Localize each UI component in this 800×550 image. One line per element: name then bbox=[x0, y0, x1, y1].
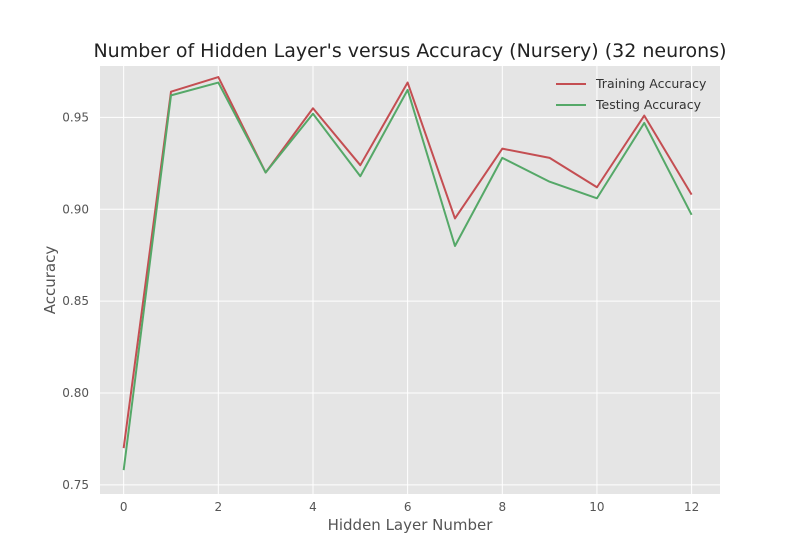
y-axis-label: Accuracy bbox=[41, 246, 59, 315]
plot-area bbox=[100, 66, 720, 494]
series-line-testing bbox=[122, 81, 693, 471]
y-tick-label: 0.90 bbox=[62, 202, 89, 216]
y-tick-label: 0.80 bbox=[62, 386, 89, 400]
y-tick-label: 0.75 bbox=[62, 478, 89, 492]
x-tick-label: 10 bbox=[589, 500, 604, 514]
y-tick-label: 0.85 bbox=[62, 294, 89, 308]
legend: Training Accuracy Testing Accuracy bbox=[556, 76, 707, 112]
chart-title: Number of Hidden Layer's versus Accuracy… bbox=[93, 40, 726, 62]
y-axis-ticks: 0.75 0.80 0.85 0.90 0.95 bbox=[62, 110, 89, 491]
series-lines bbox=[122, 76, 693, 471]
legend-entry: Testing Accuracy bbox=[595, 97, 702, 112]
x-tick-label: 2 bbox=[215, 500, 223, 514]
x-tick-label: 6 bbox=[404, 500, 412, 514]
x-tick-label: 8 bbox=[498, 500, 506, 514]
y-tick-label: 0.95 bbox=[62, 110, 89, 124]
x-axis-label: Hidden Layer Number bbox=[328, 516, 494, 534]
x-tick-label: 4 bbox=[309, 500, 317, 514]
legend-entry: Training Accuracy bbox=[595, 76, 707, 91]
series-line-training bbox=[122, 76, 693, 449]
x-tick-label: 12 bbox=[684, 500, 699, 514]
x-tick-label: 0 bbox=[120, 500, 128, 514]
x-axis-ticks: 0 2 4 6 8 10 12 bbox=[120, 500, 699, 514]
grid bbox=[100, 66, 720, 494]
